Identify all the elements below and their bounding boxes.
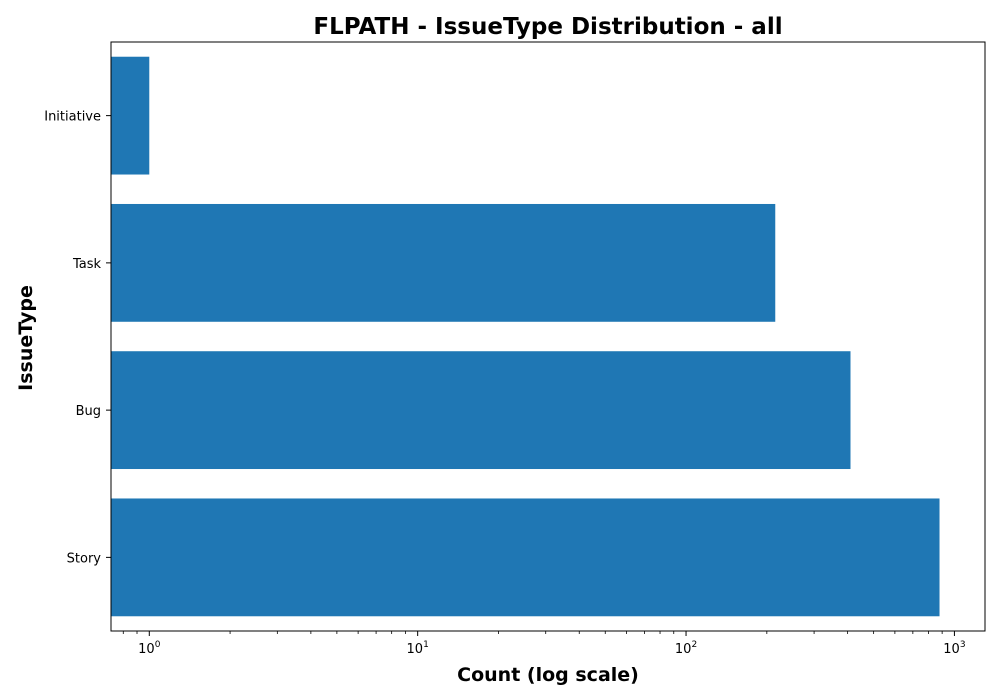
- x-axis-label: Count (log scale): [457, 664, 639, 686]
- y-tick-label: Initiative: [44, 110, 101, 125]
- bars-group: [111, 56, 940, 617]
- x-axis: 100 101 102 103: [122, 631, 966, 657]
- y-tick-label: Bug: [76, 404, 101, 419]
- bar-initiative: [111, 56, 150, 175]
- bar-bug: [111, 351, 851, 470]
- y-tick-label: Task: [72, 257, 102, 272]
- x-tick-label: 101: [407, 640, 429, 657]
- bar-story: [111, 498, 940, 617]
- y-axis-label: IssueType: [15, 285, 37, 391]
- plot-frame: [110, 41, 986, 632]
- x-tick-label: 100: [138, 640, 161, 657]
- y-axis: Story Bug Task Initiative: [44, 110, 111, 566]
- x-tick-label: 103: [943, 640, 965, 657]
- bar-task: [111, 203, 776, 322]
- x-tick-label: 102: [675, 640, 697, 657]
- y-tick-label: Story: [67, 551, 102, 566]
- chart-title: FLPATH - IssueType Distribution - all: [313, 14, 782, 40]
